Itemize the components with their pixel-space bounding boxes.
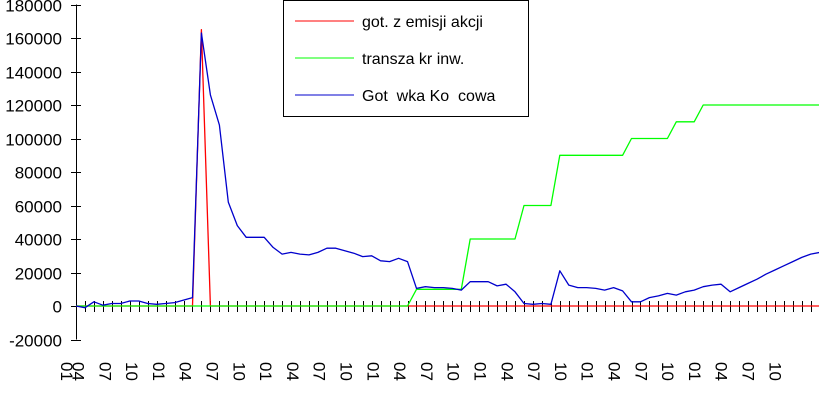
y-tick-label: 60000: [15, 198, 62, 217]
x-tick-label: 07: [739, 362, 758, 381]
x-tick-label: 07: [203, 362, 222, 381]
x-tick-label: 10: [658, 362, 677, 381]
y-tick-label: 40000: [15, 231, 62, 250]
legend-label-transza: transza kr inw.: [362, 51, 464, 68]
y-tick-label: -20000: [9, 332, 62, 351]
x-tick-label: 04: [712, 362, 731, 381]
x-tick-label: 01: [256, 362, 275, 381]
legend: got. z emisji akcji transza kr inw. Got …: [283, 0, 529, 117]
x-tick-label: 01: [149, 362, 168, 381]
x-tick-label: 01: [363, 362, 382, 381]
x-tick-label: 04: [69, 362, 88, 381]
y-tick-label: 80000: [15, 164, 62, 183]
series-line-1: [76, 104, 819, 307]
y-tick-label: 180000: [5, 0, 62, 16]
x-tick-label: 04: [390, 362, 409, 381]
series-layer: [75, 28, 819, 309]
x-tick-label: 07: [524, 362, 543, 381]
y-tick-label: 160000: [5, 30, 62, 49]
x-tick-label: 10: [122, 362, 141, 381]
x-tick-label: 10: [444, 362, 463, 381]
y-tick-label: 20000: [15, 265, 62, 284]
y-tick-label: 100000: [5, 131, 62, 150]
y-tick-label: 120000: [5, 97, 62, 116]
legend-label-emisja: got. z emisji akcji: [362, 14, 483, 31]
y-tick-label: 140000: [5, 64, 62, 83]
x-tick-label: 04: [176, 362, 195, 381]
legend-label-gotowka: Got wka Ko cowa: [362, 88, 495, 105]
series-line-2: [75, 32, 819, 309]
x-tick-label: 04: [605, 362, 624, 381]
x-tick-label: 10: [337, 362, 356, 381]
x-tick-label: 01: [578, 362, 597, 381]
x-tick-label: 07: [310, 362, 329, 381]
x-tick-label: 04: [283, 362, 302, 381]
x-tick-label: 07: [417, 362, 436, 381]
x-tick-label: 10: [765, 362, 784, 381]
x-tick-label: 01: [471, 362, 490, 381]
y-tick-label: 0: [53, 298, 62, 317]
x-tick-label: 01: [685, 362, 704, 381]
x-tick-label: 04: [497, 362, 516, 381]
x-tick-label: 01: [57, 362, 76, 381]
x-tick-label: 10: [229, 362, 248, 381]
x-tick-label: 07: [95, 362, 114, 381]
x-tick-label: 07: [631, 362, 650, 381]
x-tick-label: 10: [551, 362, 570, 381]
y-axis: 180000 160000 140000 120000 100000 80000 60000…: [5, 0, 81, 351]
